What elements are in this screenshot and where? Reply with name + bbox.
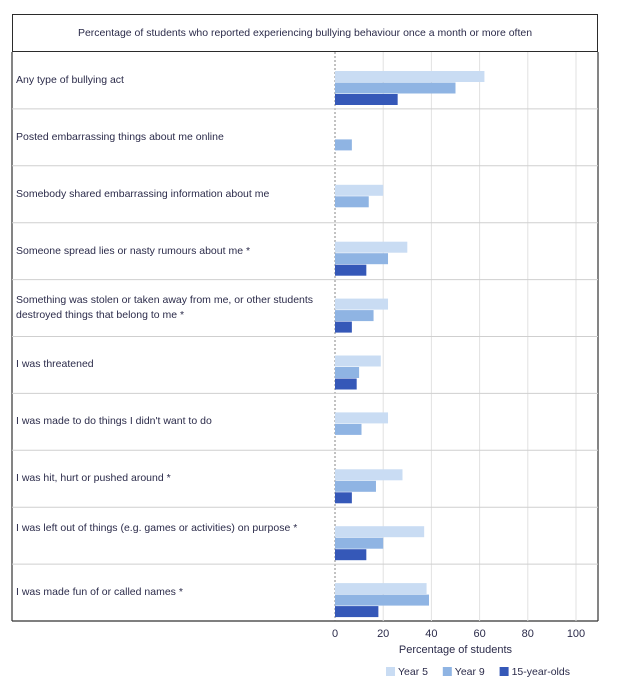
bar [335,71,485,82]
x-tick-label: 0 [332,628,338,640]
bar [335,184,384,196]
bar [335,378,357,390]
legend-swatch [442,667,452,676]
category-label: Something was stolen or taken away from … [16,294,314,322]
category-label: Someone spread lies or nasty rumours abo… [16,244,251,257]
category-label: Posted embarrassing things about me onli… [16,130,224,143]
category-label: I was threatened [16,358,94,371]
bar [335,594,429,606]
bar [335,469,403,481]
legend-label: Year 9 [455,666,485,678]
bar [335,606,379,618]
bar [335,196,369,208]
x-tick-label: 60 [473,628,485,640]
bar [335,253,389,265]
bar [335,526,425,538]
category-label: I was hit, hurt or pushed around * [16,472,171,485]
category-label: I was made to do things I didn't want to… [16,415,212,428]
category-label: I was made fun of or called names * [16,586,183,599]
bar [335,367,360,378]
bar [335,321,352,333]
legend-swatch [386,667,395,676]
bar [335,298,389,310]
category-label: Any type of bullying act [16,73,124,86]
x-axis-label: Percentage of students [399,644,513,656]
bar [335,549,367,561]
x-tick-label: 40 [425,628,437,640]
bar [335,139,352,151]
legend-swatch [499,667,509,676]
bar [335,355,381,367]
bar [335,82,456,94]
bar [335,480,376,492]
category-label: Somebody shared embarrassing information… [16,187,270,200]
bar [335,537,384,549]
bar [335,492,352,504]
bar [335,583,427,595]
bar [335,241,408,253]
x-tick-label: 20 [377,628,389,640]
x-tick-label: 80 [522,628,534,640]
legend-label: Year 5 [398,666,428,678]
category-label: I was left out of things (e.g. games or … [16,521,298,534]
chart-title: Percentage of students who reported expe… [12,14,598,52]
x-tick-label: 100 [567,628,585,640]
bar [335,310,374,322]
bar [335,94,398,105]
bar [335,412,389,424]
bar [335,423,362,435]
bar [335,264,367,276]
legend-label: 15-year-olds [512,666,570,678]
